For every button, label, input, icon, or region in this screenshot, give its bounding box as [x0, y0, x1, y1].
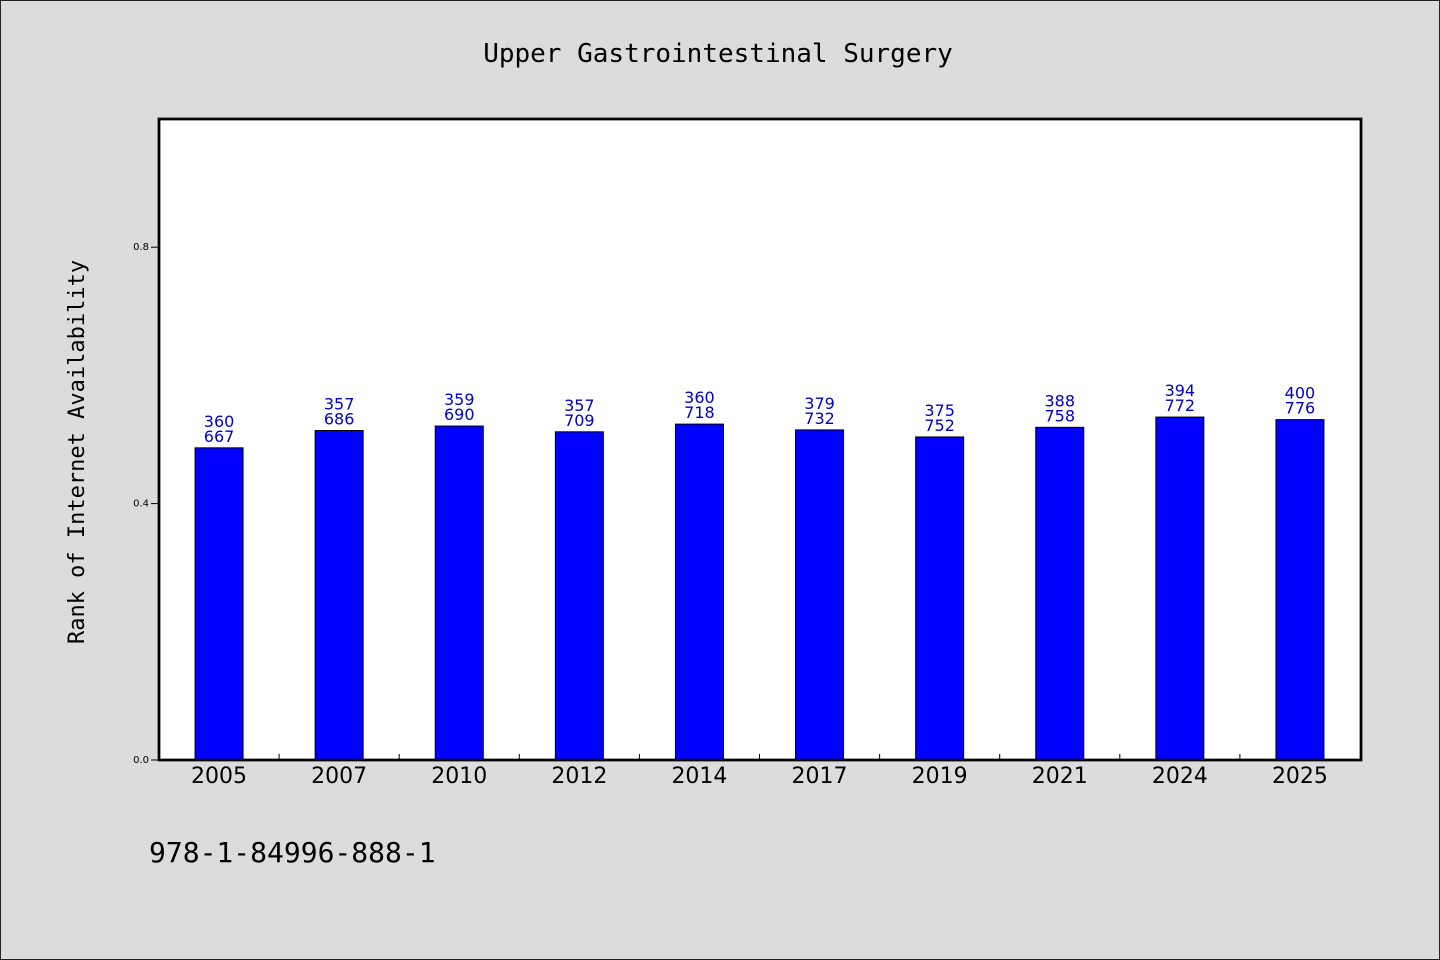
chart-title: Upper Gastrointestinal Surgery — [483, 39, 953, 69]
bar-label-bottom: 686 — [324, 410, 355, 429]
bar-label-bottom: 758 — [1044, 406, 1075, 425]
bar-label-top: 357 — [564, 396, 595, 415]
bar-label-bottom: 732 — [804, 409, 835, 428]
bar-label-bottom: 776 — [1285, 399, 1316, 418]
x-tick-label: 2007 — [311, 764, 367, 789]
bar-label-top: 388 — [1044, 391, 1075, 410]
bar — [674, 423, 724, 761]
bar — [194, 447, 244, 761]
bar — [1275, 419, 1325, 761]
x-tick-label: 2025 — [1272, 764, 1328, 789]
bar-label-bottom: 772 — [1165, 396, 1196, 415]
bar — [1155, 416, 1205, 761]
bar-label-top: 360 — [684, 388, 715, 407]
bar-label-top: 400 — [1285, 384, 1316, 403]
y-axis-label: Rank of Internet Availability — [65, 260, 90, 644]
bar — [1035, 426, 1085, 761]
bar-label-bottom: 709 — [564, 411, 595, 430]
bar-label-top: 359 — [444, 390, 475, 409]
x-axis: 2005 2007 2010 2012 2014 2017 2019 2021 2024 2025 — [191, 754, 1328, 789]
bar-label-top: 394 — [1165, 381, 1196, 400]
bar-label-bottom: 752 — [924, 416, 955, 435]
bar-label-top: 379 — [804, 394, 835, 413]
bar — [915, 436, 965, 761]
bars — [194, 416, 1325, 761]
bar-label-bottom: 718 — [684, 403, 715, 422]
x-tick-label: 2014 — [671, 764, 727, 789]
x-tick-label: 2017 — [792, 764, 848, 789]
bar — [314, 430, 364, 761]
y-axis: 0.0 0.4 0.8 — [133, 242, 159, 766]
x-tick-label: 2010 — [431, 764, 487, 789]
x-tick-label: 2005 — [191, 764, 247, 789]
bar-label-bottom: 690 — [444, 405, 475, 424]
footer-code: 978-1-84996-888-1 — [149, 836, 436, 869]
x-tick-label: 2021 — [1032, 764, 1088, 789]
y-tick-label: 0.0 — [133, 755, 149, 766]
bar-label-top: 375 — [924, 401, 955, 420]
bar-label-bottom: 667 — [204, 427, 235, 446]
bar-label-top: 360 — [204, 412, 235, 431]
plot-border — [157, 117, 1363, 762]
y-tick-label: 0.4 — [133, 499, 149, 510]
x-tick-label: 2024 — [1152, 764, 1208, 789]
bar — [554, 431, 604, 761]
bar — [795, 429, 845, 761]
x-tick-label: 2019 — [912, 764, 968, 789]
y-tick-label: 0.8 — [133, 242, 149, 253]
x-tick-label: 2012 — [551, 764, 607, 789]
bar — [434, 425, 484, 761]
bar-label-top: 357 — [324, 395, 355, 414]
